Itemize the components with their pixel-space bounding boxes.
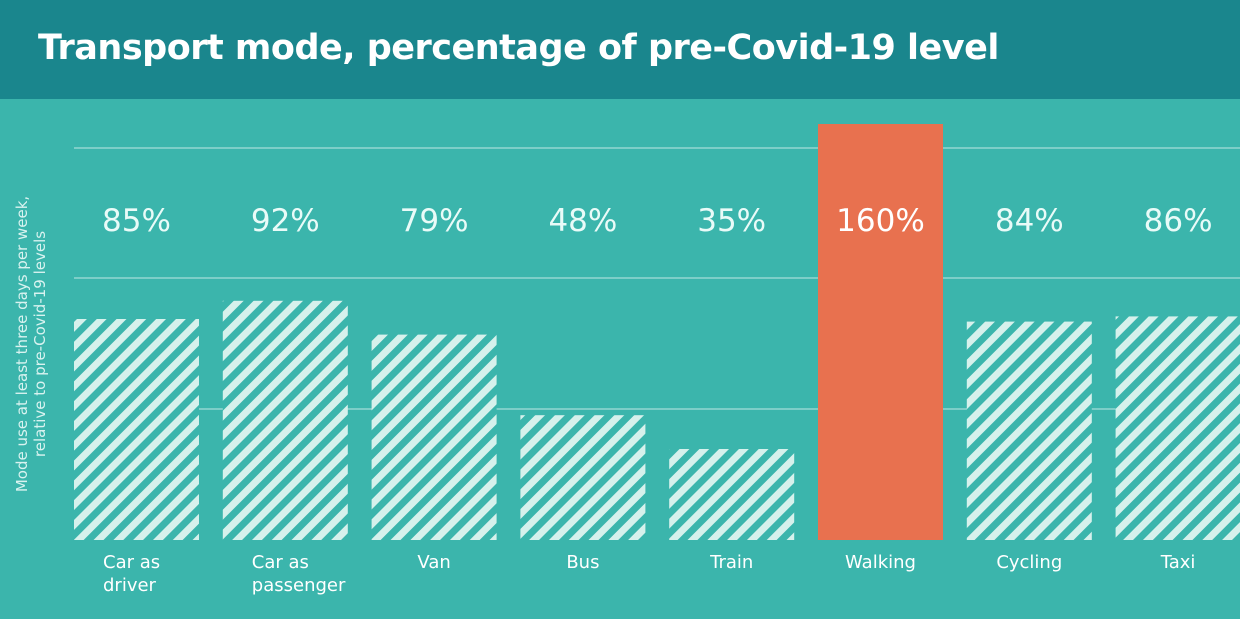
category-label: Car as driver (103, 552, 160, 596)
category-label-line: Cycling (996, 552, 1062, 573)
value-label: 92% (251, 203, 320, 239)
bar-van (371, 334, 497, 540)
category-label: Taxi (1160, 552, 1196, 573)
value-label: 79% (400, 203, 469, 239)
category-label: Cycling (996, 552, 1062, 573)
category-label-line: Walking (845, 552, 916, 573)
bar-car-as-passenger (222, 300, 348, 540)
category-label-line: Bus (566, 552, 599, 573)
value-label: 85% (102, 203, 171, 239)
category-label-line: Train (709, 552, 753, 573)
category-label-line: Taxi (1160, 552, 1196, 573)
category-label-line: Car as (103, 552, 160, 573)
category-label-line: Van (417, 552, 450, 573)
category-label: Train (709, 552, 753, 573)
value-label: 48% (548, 203, 617, 239)
value-label: 35% (697, 203, 766, 239)
value-label: 160% (836, 203, 925, 239)
chart-title: Transport mode, percentage of pre-Covid-… (38, 28, 999, 68)
bar-car-as-driver (74, 319, 199, 540)
bar-train (669, 449, 795, 540)
bar-bus (520, 415, 646, 540)
bars (74, 124, 1240, 540)
value-labels: 85% 92% 79% 48% 35% 160% 84% 86% (102, 203, 1213, 239)
chart-header: Transport mode, percentage of pre-Covid-… (0, 0, 1240, 99)
category-label-line: Car as (252, 552, 309, 573)
category-label: Car as passenger (252, 552, 346, 596)
value-label: 86% (1144, 203, 1213, 239)
category-label: Walking (845, 552, 916, 573)
bar-cycling (966, 321, 1092, 540)
category-label: Van (417, 552, 450, 573)
category-label: Bus (566, 552, 599, 573)
bar-taxi (1115, 316, 1240, 540)
value-label: 84% (995, 203, 1064, 239)
category-label-line: driver (103, 575, 157, 596)
bar-walking (818, 124, 943, 540)
category-label-line: passenger (252, 575, 346, 596)
